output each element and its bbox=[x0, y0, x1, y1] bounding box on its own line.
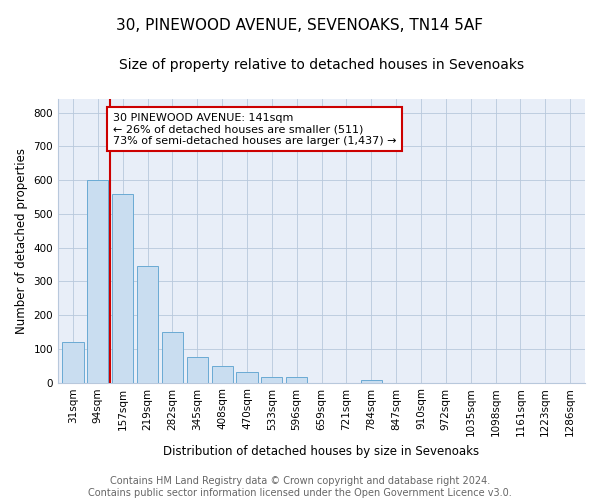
Bar bbox=[62, 342, 83, 382]
Text: 30 PINEWOOD AVENUE: 141sqm
← 26% of detached houses are smaller (511)
73% of sem: 30 PINEWOOD AVENUE: 141sqm ← 26% of deta… bbox=[113, 112, 396, 146]
Bar bbox=[187, 357, 208, 382]
Bar bbox=[137, 266, 158, 382]
Bar bbox=[212, 366, 233, 382]
Bar bbox=[286, 378, 307, 382]
Text: 30, PINEWOOD AVENUE, SEVENOAKS, TN14 5AF: 30, PINEWOOD AVENUE, SEVENOAKS, TN14 5AF bbox=[116, 18, 484, 32]
Bar bbox=[87, 180, 109, 382]
Bar bbox=[112, 194, 133, 382]
Bar bbox=[162, 332, 183, 382]
Y-axis label: Number of detached properties: Number of detached properties bbox=[15, 148, 28, 334]
Bar bbox=[361, 380, 382, 382]
Bar bbox=[236, 372, 257, 382]
Text: Contains HM Land Registry data © Crown copyright and database right 2024.
Contai: Contains HM Land Registry data © Crown c… bbox=[88, 476, 512, 498]
Bar bbox=[261, 378, 283, 382]
Title: Size of property relative to detached houses in Sevenoaks: Size of property relative to detached ho… bbox=[119, 58, 524, 71]
X-axis label: Distribution of detached houses by size in Sevenoaks: Distribution of detached houses by size … bbox=[163, 444, 479, 458]
